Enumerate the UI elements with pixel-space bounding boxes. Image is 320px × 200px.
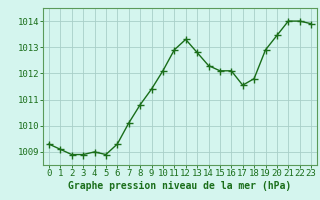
X-axis label: Graphe pression niveau de la mer (hPa): Graphe pression niveau de la mer (hPa) <box>68 181 292 191</box>
